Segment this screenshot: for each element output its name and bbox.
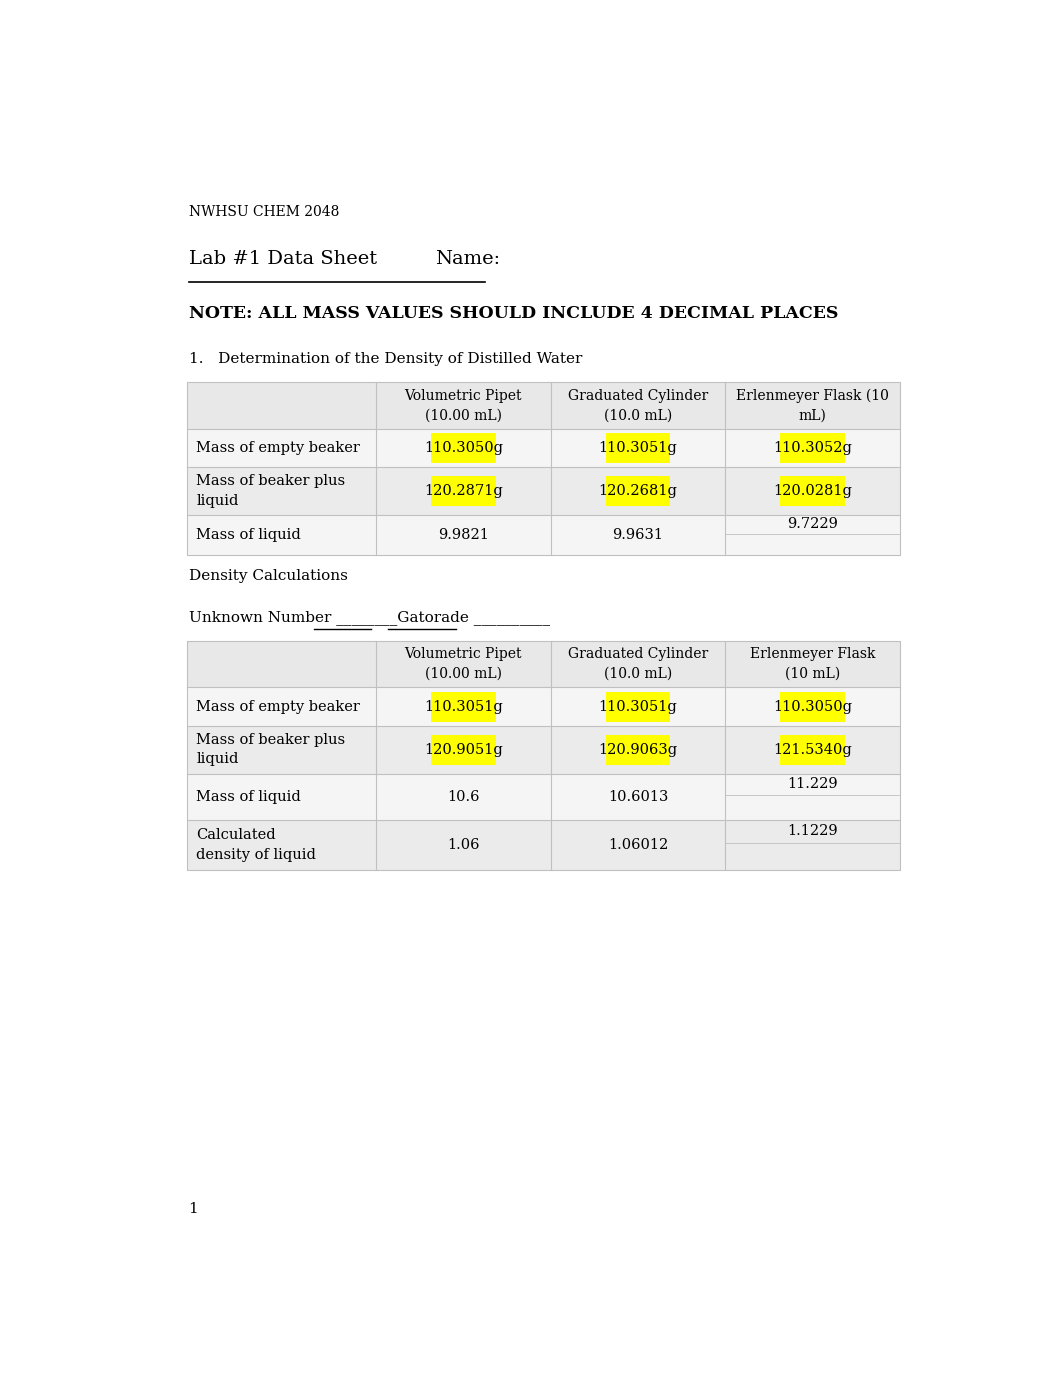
Text: Calculated
density of liquid: Calculated density of liquid [196,828,316,862]
Text: 110.3051g: 110.3051g [599,700,678,713]
Text: Mass of empty beaker: Mass of empty beaker [196,700,360,713]
Text: Name:: Name: [435,251,500,269]
Text: 110.3051g: 110.3051g [424,700,502,713]
Text: 1: 1 [189,1202,199,1216]
Text: 9.9821: 9.9821 [438,527,489,541]
Text: 120.2871g: 120.2871g [424,483,502,498]
Text: 9.9631: 9.9631 [613,527,664,541]
Text: 1.06: 1.06 [447,837,480,852]
Text: Unknown Number ________Gatorade __________: Unknown Number ________Gatorade ________… [189,610,549,625]
Bar [605,691,670,722]
Text: NOTE: ALL MASS VALUES SHOULD INCLUDE 4 DECIMAL PLACES: NOTE: ALL MASS VALUES SHOULD INCLUDE 4 D… [189,306,838,322]
Text: 110.3052g: 110.3052g [773,441,852,454]
Text: 110.3050g: 110.3050g [424,441,502,454]
Bar [187,642,900,870]
Text: Mass of liquid: Mass of liquid [196,789,301,804]
Text: 120.0281g: 120.0281g [773,483,852,498]
Bar [781,735,845,764]
Text: 110.3050g: 110.3050g [773,700,852,713]
Bar [431,691,496,722]
Text: 120.9063g: 120.9063g [598,742,678,757]
Bar [187,774,900,819]
Text: 9.7229: 9.7229 [787,516,838,530]
Bar [431,735,496,764]
Text: Lab #1 Data Sheet: Lab #1 Data Sheet [189,251,377,269]
Text: Volumetric Pipet
(10.00 mL): Volumetric Pipet (10.00 mL) [405,647,523,682]
Text: 11.229: 11.229 [787,777,838,790]
Bar [187,383,900,428]
Bar [187,383,900,555]
Text: Density Calculations: Density Calculations [189,569,347,582]
Text: 1.   Determination of the Density of Distilled Water: 1. Determination of the Density of Disti… [189,351,582,365]
Text: 120.9051g: 120.9051g [424,742,502,757]
Bar [187,819,900,870]
Text: 110.3051g: 110.3051g [599,441,678,454]
Text: NWHSU CHEM 2048: NWHSU CHEM 2048 [189,205,339,219]
Text: Erlenmeyer Flask
(10 mL): Erlenmeyer Flask (10 mL) [750,647,875,682]
Text: Volumetric Pipet
(10.00 mL): Volumetric Pipet (10.00 mL) [405,388,523,423]
Bar [187,428,900,467]
Text: Mass of beaker plus
liquid: Mass of beaker plus liquid [196,474,345,508]
Text: 121.5340g: 121.5340g [773,742,852,757]
Bar [187,687,900,726]
Bar [431,432,496,463]
Bar [187,726,900,774]
Text: 10.6013: 10.6013 [607,789,668,804]
Text: 120.2681g: 120.2681g [599,483,678,498]
Text: Erlenmeyer Flask (10
mL): Erlenmeyer Flask (10 mL) [736,388,889,423]
Bar [781,476,845,505]
Bar [605,735,670,764]
Bar [187,467,900,515]
Text: 1.06012: 1.06012 [607,837,668,852]
Text: Mass of liquid: Mass of liquid [196,527,301,541]
Bar [187,515,900,555]
Bar [781,691,845,722]
Text: Graduated Cylinder
(10.0 mL): Graduated Cylinder (10.0 mL) [568,388,708,423]
Text: 1.1229: 1.1229 [787,823,838,837]
Bar [605,432,670,463]
Text: Mass of beaker plus
liquid: Mass of beaker plus liquid [196,733,345,767]
Bar [187,642,900,687]
Text: Mass of empty beaker: Mass of empty beaker [196,441,360,454]
Bar [605,476,670,505]
Bar [781,432,845,463]
Text: Graduated Cylinder
(10.0 mL): Graduated Cylinder (10.0 mL) [568,647,708,682]
Bar [431,476,496,505]
Text: 10.6: 10.6 [447,789,480,804]
